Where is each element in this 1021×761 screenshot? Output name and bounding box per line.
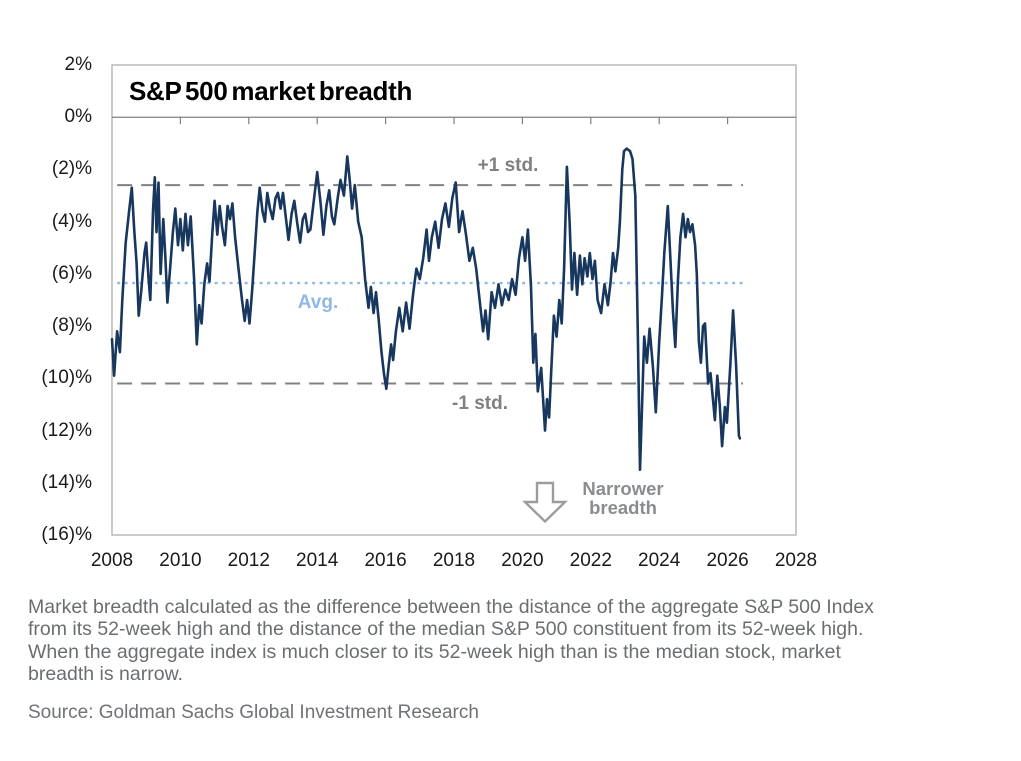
x-tick-label: 2024 xyxy=(638,550,681,571)
y-tick-label: (4)% xyxy=(51,210,92,232)
x-tick-label: 2026 xyxy=(706,550,749,571)
chart-title: S&P 500 market breadth xyxy=(129,76,413,106)
x-tick-label: 2010 xyxy=(159,550,202,571)
x-tick-label: 2008 xyxy=(90,550,134,571)
footnote-line: Market breadth calculated as the differe… xyxy=(28,596,874,618)
y-tick-label: (14)% xyxy=(41,471,92,493)
x-tick-label: 2016 xyxy=(364,550,407,571)
y-tick-label: (16)% xyxy=(41,524,92,545)
y-tick-label: 0% xyxy=(64,106,92,128)
x-tick-label: 2028 xyxy=(774,550,818,571)
x-tick-label: 2018 xyxy=(432,550,476,571)
avg-label: Avg. xyxy=(297,292,339,313)
y-tick-label: (6)% xyxy=(51,262,92,284)
narrower-breadth-line1: Narrower xyxy=(582,478,664,499)
narrower-breadth-arrow-icon xyxy=(522,481,568,524)
x-tick-label: 2020 xyxy=(501,550,544,571)
narrower-breadth-line2: breadth xyxy=(589,496,657,518)
plus-one-std-label: +1 std. xyxy=(477,155,539,176)
plot-border xyxy=(111,64,797,536)
x-tick-label: 2014 xyxy=(296,550,339,571)
footnote-line: When the aggregate index is much closer … xyxy=(28,640,841,663)
footnote-line: from its 52-week high and the distance o… xyxy=(28,618,864,641)
y-tick-label: (2)% xyxy=(51,158,92,180)
x-tick-label: 2022 xyxy=(569,550,612,571)
source-line: Source: Goldman Sachs Global Investment … xyxy=(28,702,479,723)
footnote-line: breadth is narrow. xyxy=(28,663,184,686)
narrower-breadth-label: Narrower breadth xyxy=(570,478,676,518)
y-tick-label: 2% xyxy=(64,54,92,75)
x-tick-label: 2012 xyxy=(227,550,270,571)
y-tick-label: (8)% xyxy=(51,315,92,337)
y-tick-label: (12)% xyxy=(41,419,92,441)
footnote: Market breadth calculated as the differe… xyxy=(28,596,1013,686)
series-line xyxy=(110,147,742,471)
minus-one-std-label: -1 std. xyxy=(452,393,508,414)
y-tick-label: (10)% xyxy=(41,367,92,389)
